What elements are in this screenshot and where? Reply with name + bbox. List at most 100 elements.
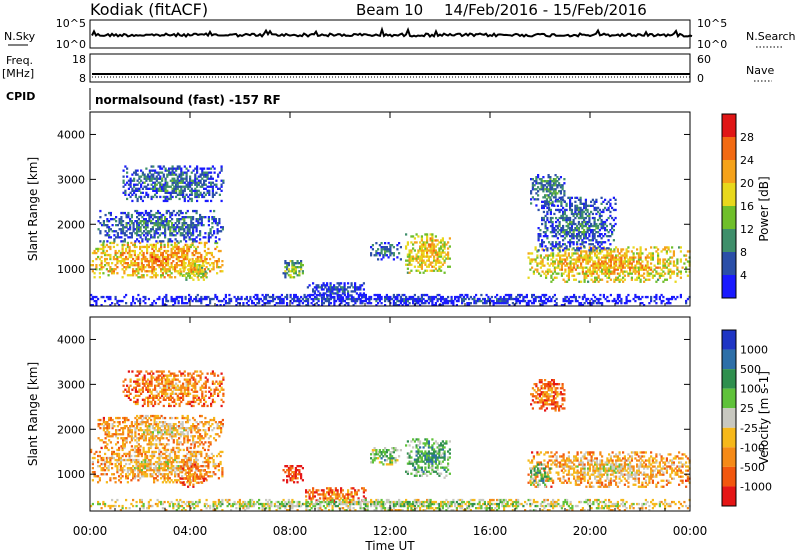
heatmap-cell — [184, 469, 187, 472]
heatmap-cell — [152, 181, 155, 184]
heatmap-cell — [676, 258, 679, 261]
heatmap-cell — [167, 460, 170, 464]
heatmap-cell — [100, 264, 103, 267]
heatmap-cell — [550, 270, 553, 273]
heatmap-cell — [127, 222, 130, 225]
heatmap-cell — [194, 175, 197, 178]
heatmap-cell — [625, 302, 628, 305]
heatmap-cell — [547, 196, 550, 199]
heatmap-cell — [125, 462, 128, 466]
heatmap-cell — [140, 191, 143, 194]
heatmap-cell — [599, 302, 602, 305]
heatmap-cell — [179, 234, 182, 237]
heatmap-cell — [121, 245, 124, 249]
heatmap-cell — [219, 304, 222, 307]
heatmap-cell — [97, 465, 100, 468]
heatmap-cell — [178, 213, 181, 217]
heatmap-cell — [128, 458, 131, 462]
heatmap-cell — [175, 185, 178, 188]
heatmap-cell — [584, 206, 587, 210]
heatmap-cell — [541, 218, 544, 222]
heatmap-cell — [160, 222, 163, 225]
heatmap-cell — [462, 299, 465, 303]
heatmap-cell — [144, 467, 147, 470]
heatmap-cell — [558, 210, 561, 214]
heatmap-cell — [182, 173, 185, 176]
heatmap-cell — [128, 266, 131, 269]
heatmap-cell — [120, 224, 123, 227]
heatmap-cell — [205, 241, 208, 245]
heatmap-cell — [125, 452, 128, 456]
heatmap-cell — [525, 304, 528, 307]
heatmap-cell — [542, 200, 545, 203]
heatmap-cell — [121, 251, 124, 255]
heatmap-cell — [178, 181, 181, 184]
heatmap-cell — [571, 268, 574, 271]
heatmap-cell — [150, 175, 153, 178]
heatmap-cell — [604, 229, 607, 232]
heatmap-cell — [496, 299, 499, 303]
heatmap-cell — [146, 211, 149, 215]
heatmap-cell — [174, 253, 177, 257]
heatmap-cell — [179, 226, 182, 229]
heatmap-cell — [217, 266, 220, 269]
heatmap-cell — [558, 178, 561, 181]
heatmap-cell — [508, 293, 511, 297]
heatmap-cell — [163, 245, 166, 249]
heatmap-cell — [191, 253, 194, 257]
heatmap-cell — [195, 297, 198, 301]
heatmap-cell — [577, 233, 580, 236]
heatmap-cell — [480, 299, 483, 303]
heatmap-cell — [143, 220, 146, 223]
heatmap-cell — [443, 245, 446, 248]
heatmap-cell — [203, 179, 206, 182]
heatmap-cell — [576, 196, 579, 199]
heatmap-cell — [343, 286, 346, 289]
heatmap-cell — [405, 297, 408, 301]
heatmap-cell — [205, 295, 208, 299]
heatmap-cell — [538, 178, 541, 181]
heatmap-cell — [436, 257, 439, 260]
heatmap-cell — [266, 299, 269, 303]
heatmap-cell — [646, 270, 649, 273]
heatmap-cell — [172, 304, 175, 307]
heatmap-cell — [100, 456, 103, 460]
heatmap-cell — [364, 299, 367, 303]
heatmap-cell — [427, 243, 430, 246]
heatmap-cell — [377, 258, 380, 261]
heatmap-cell — [109, 304, 112, 307]
heatmap-cell — [532, 270, 535, 273]
heatmap-cell — [134, 193, 137, 196]
heatmap-cell — [422, 253, 425, 256]
heatmap-cell — [135, 297, 138, 301]
heatmap-cell — [614, 222, 617, 226]
heatmap-cell — [567, 231, 570, 234]
heatmap-cell — [583, 224, 586, 228]
heatmap-cell — [162, 195, 165, 199]
heatmap-cell — [148, 211, 151, 215]
heatmap-cell — [566, 299, 569, 303]
heatmap-cell — [102, 249, 105, 253]
heatmap-cell — [387, 250, 390, 253]
heatmap-cell — [168, 171, 171, 174]
heatmap-cell — [203, 460, 206, 464]
heatmap-cell — [189, 189, 192, 192]
heatmap-cell — [151, 456, 154, 460]
heatmap-cell — [625, 252, 628, 255]
heatmap-cell — [597, 256, 600, 259]
heatmap-cell — [179, 260, 182, 263]
heatmap-cell — [145, 191, 148, 194]
heatmap-cell — [560, 231, 563, 234]
heatmap-cell — [401, 293, 404, 297]
heatmap-cell — [384, 304, 387, 307]
heatmap-cell — [201, 272, 204, 275]
heatmap-cell — [577, 231, 580, 234]
heatmap-cell — [177, 475, 180, 478]
heatmap-cell — [539, 274, 542, 277]
heatmap-cell — [158, 454, 161, 458]
heatmap-cell — [152, 175, 155, 178]
heatmap-cell — [555, 245, 558, 248]
heatmap-cell — [162, 232, 165, 235]
heatmap-cell — [567, 227, 570, 230]
y-tick-label: 4000 — [57, 128, 85, 141]
